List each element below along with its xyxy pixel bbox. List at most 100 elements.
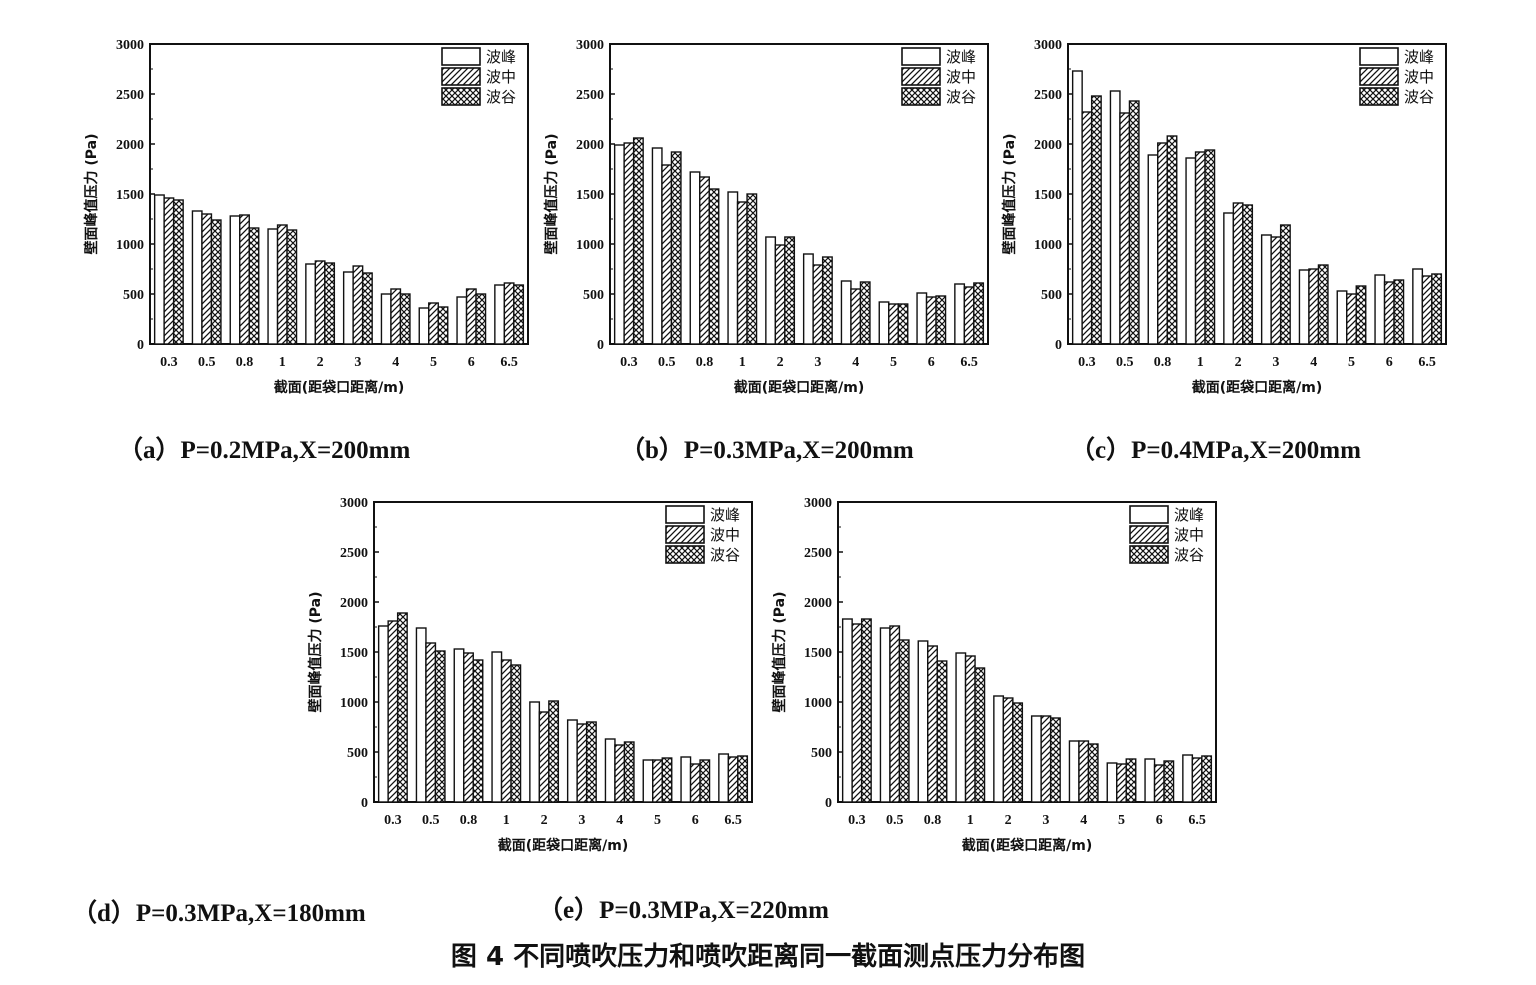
bar-none-6.5 — [494, 284, 506, 345]
bar-diagonal-4 — [1308, 268, 1320, 345]
bar-crosshatch-6 — [1163, 760, 1175, 803]
bar-crosshatch-5 — [661, 757, 673, 803]
legend-swatch-diagonal — [901, 67, 941, 86]
legend-label: 波峰 — [946, 48, 976, 66]
bar-none-2 — [993, 695, 1005, 803]
bar-diagonal-6.5 — [503, 282, 515, 345]
x-axis-label: 截面(距袋口距离/m) — [498, 837, 629, 854]
y-tick-label: 2500 — [576, 88, 604, 103]
bar-crosshatch-0.8 — [248, 227, 260, 345]
y-tick-label: 1000 — [1034, 238, 1062, 253]
bar-diagonal-5 — [652, 759, 663, 803]
y-tick-label: 2500 — [116, 88, 144, 103]
legend-label: 波谷 — [486, 88, 516, 106]
bar-crosshatch-1 — [1204, 149, 1216, 345]
bar-crosshatch-1 — [974, 667, 986, 803]
x-tick-label: 0.8 — [236, 355, 254, 370]
bar-none-0.8 — [453, 648, 465, 803]
bar-none-6 — [680, 756, 692, 803]
bar-diagonal-6.5 — [1191, 757, 1203, 803]
legend-swatch-none — [1129, 505, 1169, 524]
bar-none-3 — [1260, 234, 1272, 345]
bar-none-5 — [418, 307, 430, 345]
bar-diagonal-2 — [1002, 697, 1014, 803]
bar-none-3 — [1030, 715, 1042, 803]
bar-none-4 — [380, 293, 392, 345]
legend-swatch-diagonal — [441, 67, 481, 86]
x-tick-label: 4 — [392, 355, 399, 370]
bar-none-0.8 — [689, 171, 701, 345]
legend-label: 波峰 — [1174, 506, 1204, 524]
bar-diagonal-5 — [428, 302, 439, 345]
legend-label: 波中 — [710, 526, 740, 544]
bar-crosshatch-0.5 — [434, 650, 446, 803]
bar-none-1 — [491, 651, 503, 803]
bar-crosshatch-4 — [399, 293, 411, 345]
bar-diagonal-0.8 — [699, 176, 710, 345]
y-tick-label: 1000 — [804, 696, 832, 711]
legend-label: 波中 — [486, 68, 516, 86]
x-tick-label: 4 — [1310, 355, 1317, 370]
y-axis-label: 壁面峰值压力 (Pa) — [307, 591, 324, 712]
bar-none-1 — [1185, 157, 1197, 345]
legend-swatch-none — [665, 505, 705, 524]
bar-none-0.3 — [377, 625, 389, 803]
legend-swatch-crosshatch — [441, 87, 481, 106]
bar-crosshatch-3 — [361, 272, 373, 345]
legend-swatch-crosshatch — [901, 87, 941, 106]
y-tick-label: 500 — [347, 746, 368, 761]
y-tick-label: 0 — [597, 338, 604, 353]
y-tick-label: 0 — [1055, 338, 1062, 353]
bar-none-4 — [1068, 740, 1080, 803]
bar-crosshatch-6 — [475, 293, 487, 345]
bar-crosshatch-0.5 — [670, 151, 682, 345]
bar-none-6 — [1144, 758, 1156, 803]
legend-swatch-crosshatch — [665, 545, 705, 564]
bar-crosshatch-0.3 — [172, 199, 184, 345]
x-tick-label: 2 — [1235, 355, 1242, 370]
bar-diagonal-3 — [352, 265, 364, 345]
x-tick-label: 3 — [1272, 355, 1279, 370]
bar-chart-a: 0 500 1000 1500 2000 2500 3000 0.3 0.5 0.8 1 2 3 4 5 6 6… — [83, 38, 529, 396]
bar-none-6 — [916, 292, 928, 345]
x-axis-label: 截面(距袋口距离/m) — [1192, 379, 1323, 396]
bar-diagonal-0.8 — [239, 214, 250, 345]
bar-diagonal-4 — [850, 288, 862, 345]
chart-panel-e: 0 500 1000 1500 2000 2500 3000 0.3 0.5 0.8 1 2 3 4 5 6 6… — [768, 488, 1223, 858]
bar-none-0.8 — [1147, 154, 1159, 345]
bar-diagonal-0.3 — [163, 197, 175, 345]
x-tick-label: 1 — [1197, 355, 1204, 370]
chart-panel-b: 0 500 1000 1500 2000 2500 3000 0.3 0.5 0.8 1 2 3 4 5 6 6… — [540, 30, 995, 400]
x-tick-label: 3 — [578, 813, 585, 828]
bar-crosshatch-6 — [1393, 279, 1405, 345]
x-axis-label: 截面(距袋口距离/m) — [274, 379, 405, 396]
x-tick-label: 6.5 — [960, 355, 978, 370]
chart-panel-c: 0 500 1000 1500 2000 2500 3000 0.3 0.5 0.8 1 2 3 4 5 6 6… — [998, 30, 1453, 400]
y-tick-label: 500 — [123, 288, 144, 303]
bar-none-0.3 — [841, 618, 853, 803]
bar-crosshatch-6.5 — [973, 282, 985, 345]
y-tick-label: 3000 — [804, 496, 832, 511]
x-tick-label: 0.8 — [460, 813, 478, 828]
legend-label: 波中 — [946, 68, 976, 86]
y-tick-label: 2500 — [804, 546, 832, 561]
bar-crosshatch-0.8 — [1166, 135, 1178, 345]
y-tick-label: 2000 — [804, 596, 832, 611]
bar-diagonal-0.3 — [387, 620, 399, 803]
bar-crosshatch-5 — [1125, 758, 1137, 803]
bar-crosshatch-0.5 — [210, 219, 222, 345]
bar-diagonal-0.8 — [927, 645, 938, 803]
x-tick-label: 0.5 — [422, 813, 440, 828]
bar-crosshatch-4 — [1317, 264, 1329, 345]
bar-diagonal-3 — [1040, 715, 1052, 803]
bar-diagonal-2 — [774, 244, 786, 345]
y-tick-label: 1000 — [340, 696, 368, 711]
bar-diagonal-0.5 — [425, 642, 437, 803]
bar-crosshatch-5 — [1355, 285, 1367, 345]
x-axis-label: 截面(距袋口距离/m) — [734, 379, 865, 396]
bar-none-2 — [765, 236, 777, 345]
bar-crosshatch-2 — [784, 236, 796, 345]
bar-diagonal-5 — [1116, 763, 1127, 803]
bar-none-0.3 — [1071, 70, 1083, 345]
x-tick-label: 0.5 — [658, 355, 676, 370]
